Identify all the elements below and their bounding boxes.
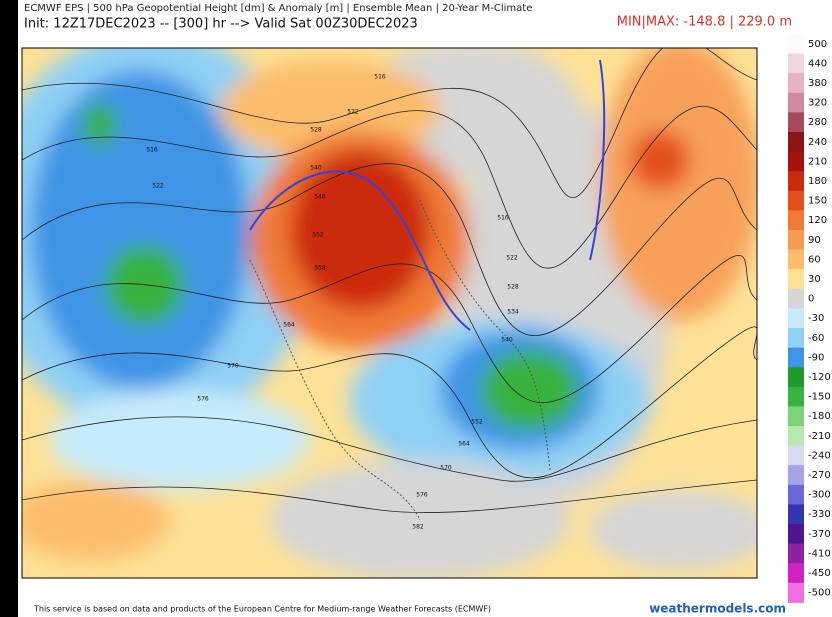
- colorbar-swatch: [788, 386, 804, 407]
- contour-label: 558: [314, 265, 326, 272]
- colorbar-label: -370: [808, 529, 831, 540]
- contour-label: 582: [412, 524, 424, 531]
- colorbar-swatch: [788, 563, 804, 584]
- contour-label: 540: [310, 165, 322, 172]
- contour-label: 564: [458, 441, 470, 448]
- contour-label: 528: [310, 127, 322, 134]
- colorbar-label: 280: [808, 117, 827, 128]
- map: [22, 48, 757, 578]
- colorbar-swatch: [788, 288, 804, 309]
- colorbar-label: 150: [808, 196, 827, 207]
- contour-label: 552: [471, 419, 483, 426]
- colorbar-swatch: [788, 34, 804, 55]
- colorbar-label: 210: [808, 156, 827, 167]
- colorbar-label: -120: [808, 372, 831, 383]
- colorbar-swatch: [788, 230, 804, 251]
- colorbar-swatch: [788, 92, 804, 113]
- contour-label: 516: [497, 215, 509, 222]
- colorbar-swatch: [788, 582, 804, 603]
- colorbar-label: 120: [808, 215, 827, 226]
- colorbar-swatch: [788, 367, 804, 388]
- contour-label: 516: [146, 147, 158, 154]
- colorbar-swatch: [788, 210, 804, 231]
- colorbar-swatch: [788, 328, 804, 349]
- colorbar-swatch: [788, 504, 804, 525]
- colorbar-label: 380: [808, 78, 827, 89]
- colorbar-label: 60: [808, 254, 821, 265]
- contour-label: 570: [440, 465, 452, 472]
- colorbar-swatch: [788, 151, 804, 172]
- colorbar-label: -410: [808, 548, 831, 559]
- colorbar-label: 180: [808, 176, 827, 187]
- colorbar-label: 440: [808, 58, 827, 69]
- contour-label: 576: [197, 396, 209, 403]
- colorbar-label: 320: [808, 98, 827, 109]
- contour-label: 534: [507, 309, 519, 316]
- colorbar-swatch: [788, 249, 804, 270]
- title-line: ECMWF EPS | 500 hPa Geopotential Height …: [24, 3, 532, 14]
- colorbar-swatch: [788, 308, 804, 329]
- colorbar-swatch: [788, 53, 804, 74]
- colorbar-swatch: [788, 73, 804, 94]
- colorbar-swatch: [788, 269, 804, 290]
- site-link[interactable]: weathermodels.com: [649, 602, 786, 616]
- contour-label: 522: [506, 255, 518, 262]
- contour-label: 576: [416, 492, 428, 499]
- colorbar-label: -210: [808, 431, 831, 442]
- contour-label: 540: [501, 337, 513, 344]
- colorbar-label: -450: [808, 568, 831, 579]
- footer-notice: This service is based on data and produc…: [33, 605, 491, 614]
- colorbar-label: 30: [808, 274, 821, 285]
- contour-label: 528: [507, 284, 519, 291]
- colorbar-label: -150: [808, 392, 831, 403]
- colorbar-label: 90: [808, 235, 821, 246]
- colorbar-label: -180: [808, 411, 831, 422]
- colorbar-swatch: [788, 190, 804, 211]
- colorbar-label: -90: [808, 352, 824, 363]
- colorbar-label: 500: [808, 39, 827, 50]
- colorbar-swatch: [788, 112, 804, 133]
- colorbar-swatch: [788, 171, 804, 192]
- min-max: MIN|MAX: -148.8 | 229.0 m: [617, 15, 792, 30]
- colorbar-swatch: [788, 406, 804, 427]
- contour-label: 516: [374, 74, 386, 81]
- map-frame: [21, 47, 758, 579]
- colorbar-label: -270: [808, 470, 831, 481]
- contour-label: 522: [347, 109, 359, 116]
- colorbar-label: 240: [808, 137, 827, 148]
- contour-label: 552: [312, 232, 324, 239]
- colorbar-label: -330: [808, 509, 831, 520]
- colorbar-label: -30: [808, 313, 824, 324]
- colorbar-swatch: [788, 484, 804, 505]
- colorbar-swatch: [788, 445, 804, 466]
- colorbar-label: -300: [808, 490, 831, 501]
- left-border: [0, 0, 18, 617]
- contour-label: 546: [314, 194, 326, 201]
- contour-label: 564: [283, 322, 295, 329]
- colorbar-swatch: [788, 426, 804, 447]
- colorbar-swatch: [788, 465, 804, 486]
- colorbar-swatch: [788, 132, 804, 153]
- colorbar-swatch: [788, 524, 804, 545]
- contour-label: 570: [227, 363, 239, 370]
- colorbar-swatch: [788, 347, 804, 368]
- contour-label: 522: [152, 183, 164, 190]
- colorbar-label: 0: [808, 294, 814, 305]
- colorbar-label: -60: [808, 333, 824, 344]
- colorbar-label: -500: [808, 588, 831, 599]
- init-line: Init: 12Z17DEC2023 -- [300] hr --> Valid…: [24, 17, 418, 32]
- colorbar-swatch: [788, 543, 804, 564]
- colorbar-label: -240: [808, 450, 831, 461]
